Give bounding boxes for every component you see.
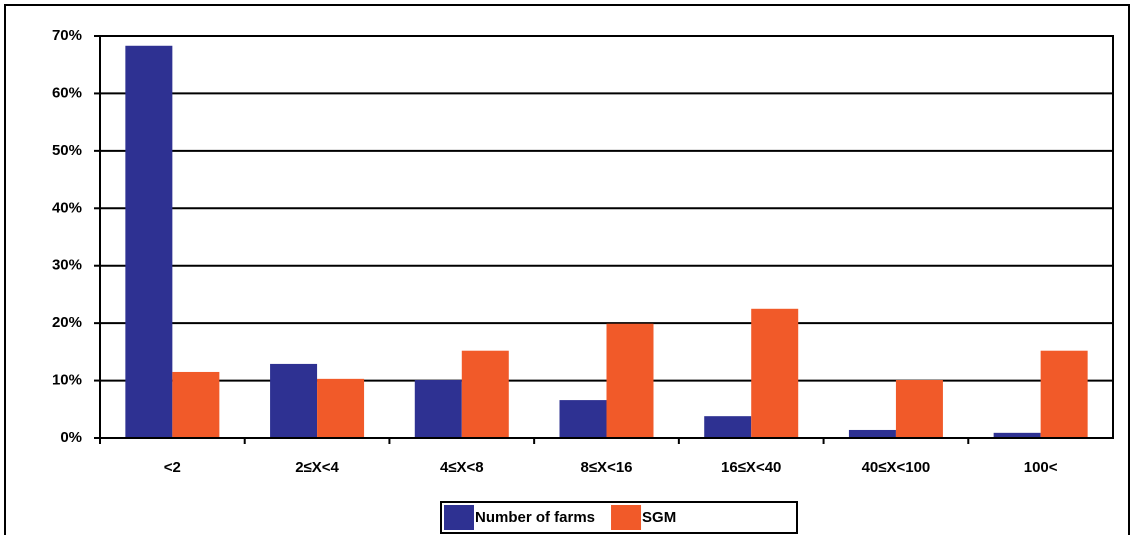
y-tick-label: 70% [52, 27, 82, 44]
bar [270, 363, 318, 438]
legend-label: Number of farms [475, 509, 595, 526]
bar [414, 379, 462, 438]
bar [1040, 350, 1088, 438]
y-tick-label: 60% [52, 84, 82, 101]
x-tick-label: 8≤X<16 [580, 459, 632, 476]
legend-label: SGM [642, 509, 676, 526]
legend-swatch [611, 505, 642, 530]
x-tick-label: 2≤X<4 [295, 459, 339, 476]
y-tick-label: 50% [52, 142, 82, 159]
x-tick-label: 16≤X<40 [721, 459, 781, 476]
y-tick-label: 20% [52, 314, 82, 331]
bar [172, 371, 220, 438]
x-tick-label: 40≤X<100 [862, 459, 931, 476]
bar [606, 323, 654, 438]
bar [751, 308, 799, 438]
y-tick-label: 30% [52, 257, 82, 274]
y-tick-label: 10% [52, 372, 82, 389]
bar [895, 379, 943, 438]
bar [704, 416, 752, 438]
y-tick-label: 0% [60, 429, 82, 446]
bar [317, 378, 365, 438]
bar [559, 400, 607, 438]
x-tick-label: <2 [164, 459, 181, 476]
bar [993, 432, 1041, 438]
chart-frame [4, 4, 1130, 535]
x-tick-label: 100< [1024, 459, 1058, 476]
bar [848, 429, 896, 438]
y-tick-label: 40% [52, 199, 82, 216]
x-tick-label: 4≤X<8 [440, 459, 484, 476]
bar [125, 45, 173, 439]
legend-swatch [444, 505, 474, 530]
bar [461, 350, 509, 438]
